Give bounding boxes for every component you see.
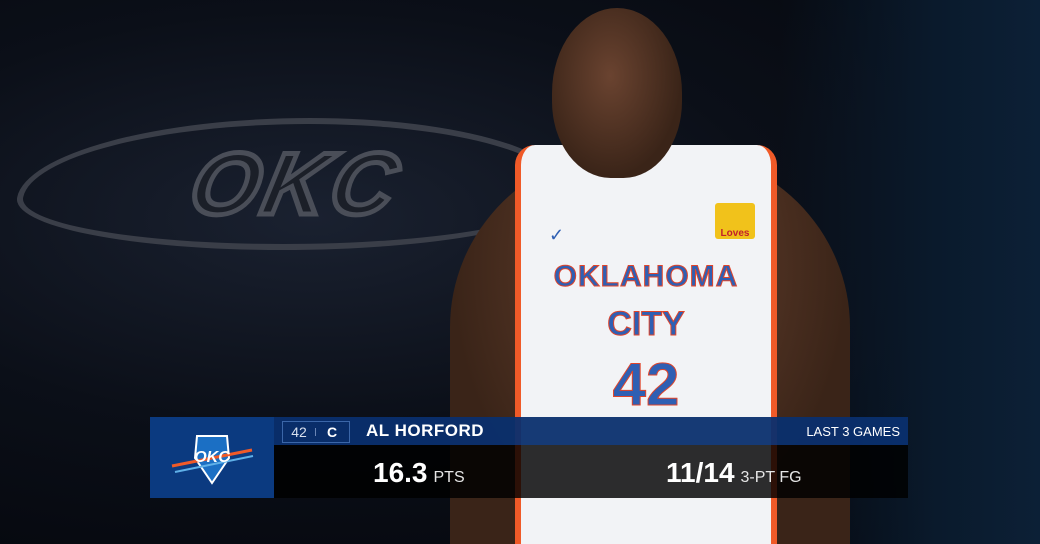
- player-name: AL HORFORD: [366, 421, 485, 440]
- player-head: [552, 8, 682, 178]
- divider: [315, 428, 316, 436]
- nike-swoosh-icon: ✓: [549, 225, 565, 245]
- jersey-line2: CITY: [607, 305, 685, 344]
- name-bar: 42 C AL HORFORD LAST 3 GAMES: [274, 417, 908, 445]
- stat-value: 16.3: [373, 457, 428, 488]
- number-position-box: 42 C: [282, 421, 350, 443]
- stat-3pt: 11/14 3-PT FG: [666, 457, 802, 489]
- stat-context: LAST 3 GAMES: [806, 424, 900, 439]
- jersey-line1: OKLAHOMA: [553, 260, 739, 294]
- logo-text: OKC: [194, 449, 230, 466]
- stat-label: PTS: [433, 469, 465, 486]
- position: C: [326, 424, 338, 440]
- okc-watermark-text: OKC: [179, 132, 413, 236]
- player-stat-graphic: OKC 42 C AL HORFORD LAST 3 GAMES 16.3 PT…: [150, 417, 908, 498]
- jersey-number: 42: [612, 351, 680, 419]
- team-logo: OKC: [150, 417, 274, 498]
- stat-label: 3-PT FG: [740, 469, 802, 486]
- stat-points: 16.3 PTS: [373, 457, 465, 489]
- jersey-number: 42: [291, 424, 307, 440]
- sponsor-text: Loves: [720, 228, 750, 239]
- stats-bar: 16.3 PTS 11/14 3-PT FG: [274, 445, 908, 498]
- okc-logo-icon: OKC: [171, 434, 254, 485]
- stat-value: 11/14: [666, 457, 735, 488]
- sponsor-patch: Loves: [715, 203, 755, 239]
